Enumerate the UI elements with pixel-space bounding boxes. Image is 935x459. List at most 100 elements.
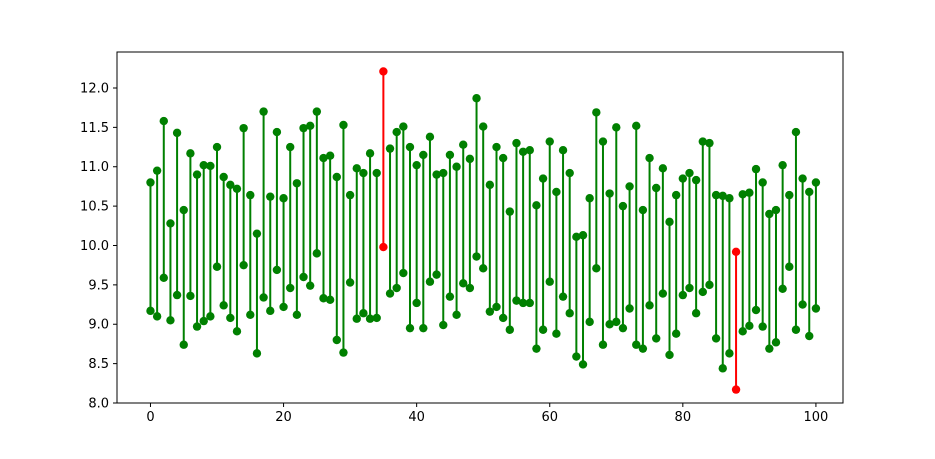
high-point-marker [711,190,721,200]
low-point-marker [359,309,368,318]
high-point-marker [731,247,741,256]
x-tick-label: 60 [541,410,558,425]
low-point-marker [605,320,614,329]
stem [805,187,814,341]
stem [179,205,188,349]
high-point-marker [365,149,375,158]
low-point-marker [751,305,761,315]
low-point-marker [405,323,415,333]
high-point-marker [345,190,355,200]
stem [405,142,415,333]
low-point-marker [279,302,288,312]
low-point-marker [425,277,435,286]
low-point-marker [465,283,475,293]
stem [432,170,441,279]
high-point-marker [292,179,302,188]
low-point-marker [172,290,182,300]
high-point-marker [179,205,188,215]
high-point-marker [472,94,481,103]
high-point-marker [638,205,648,215]
stem [705,138,714,290]
low-point-marker [212,262,222,271]
stem [638,205,648,353]
high-point-marker [492,142,501,152]
stem [372,168,381,323]
low-point-marker [365,314,375,323]
stem [239,123,248,270]
stem [751,164,761,315]
stem [598,137,608,349]
stem [652,183,661,343]
high-point-marker [352,164,361,173]
low-point-marker [618,323,628,333]
stem [345,190,355,287]
low-point-marker [532,344,541,353]
high-point-marker [718,191,727,201]
high-point-marker [558,146,568,155]
low-point-marker [492,302,501,312]
low-point-marker [518,298,528,308]
y-tick-label: 8.5 [88,357,109,372]
high-point-marker [252,229,262,238]
stem [279,194,288,312]
high-point-marker [798,174,807,183]
high-point-marker [239,123,248,133]
stem [359,168,368,318]
stem [538,174,548,334]
high-point-marker [305,121,315,130]
low-point-marker [691,309,701,318]
high-point-marker [419,150,428,160]
high-point-marker [445,150,455,160]
high-point-marker [166,219,175,228]
low-point-marker [305,281,315,290]
high-point-marker [685,168,694,178]
stem [439,168,448,330]
stem [625,182,634,313]
high-point-marker [625,182,634,191]
y-tick-label: 9.0 [88,318,109,333]
high-point-marker [765,209,774,219]
low-point-marker [352,314,361,323]
low-point-marker [638,344,648,353]
stem [512,138,521,305]
high-point-marker [498,153,508,163]
low-point-marker [292,310,302,319]
stem [725,194,734,358]
low-point-marker [266,306,275,316]
stem [146,178,155,316]
high-point-marker [372,168,381,178]
low-point-marker [166,316,175,325]
x-tick-label: 20 [275,410,292,425]
high-point-marker [572,232,581,242]
low-point-marker [671,329,681,338]
low-point-marker [632,340,641,349]
low-point-marker [558,292,568,301]
stem [272,127,282,275]
high-point-marker [658,164,668,173]
stem [339,120,348,357]
high-point-marker [698,137,707,146]
stem [558,146,568,301]
stem [425,132,435,286]
low-point-marker [785,262,794,271]
stem [445,150,455,301]
stem [665,217,674,360]
y-tick-label: 8.0 [88,397,109,412]
high-point-marker [645,153,654,163]
low-point-marker [299,272,308,282]
stem [312,107,322,258]
y-tick-label: 10.5 [80,200,109,215]
low-point-marker [485,307,495,316]
low-point-marker [731,385,741,394]
low-point-marker [372,313,381,323]
high-point-marker [299,123,308,133]
high-point-marker [505,207,515,216]
low-point-marker [791,325,801,334]
low-point-marker [658,289,668,298]
stem [605,189,614,329]
stem [412,160,421,308]
high-point-marker [678,174,688,183]
high-point-marker [199,160,208,170]
high-point-marker [459,140,468,149]
low-point-marker [412,298,421,308]
